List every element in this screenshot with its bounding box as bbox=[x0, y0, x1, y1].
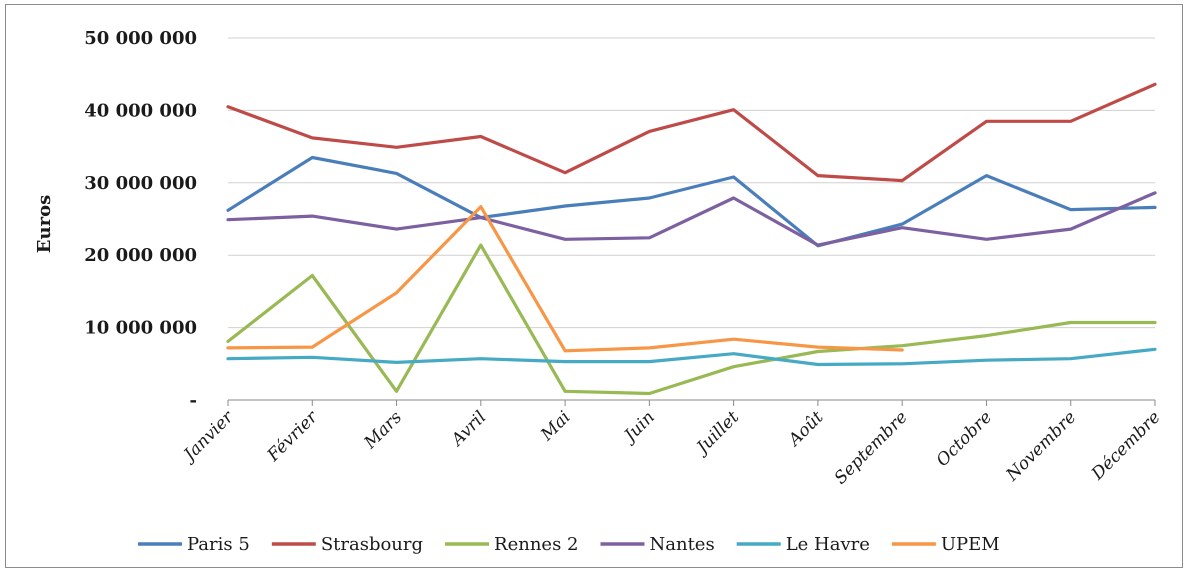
x-tick-label: Août bbox=[783, 407, 827, 451]
legend: Paris 5 Strasbourg Rennes 2 Nantes Le Havre U… bbox=[138, 534, 1000, 555]
x-tick-label: Février bbox=[263, 407, 323, 467]
series-line-nantes bbox=[226, 191, 1157, 247]
series-line-strasbourg bbox=[226, 82, 1157, 183]
gridlines bbox=[228, 37, 1155, 329]
legend-item: Le Havre bbox=[736, 534, 870, 555]
series-lines bbox=[226, 82, 1157, 396]
y-tick-label: 40 000 000 bbox=[84, 100, 197, 121]
x-tick-label: Juin bbox=[618, 407, 658, 447]
series-line-le-havre bbox=[226, 347, 1157, 367]
x-tick-label: Novembre bbox=[1002, 407, 1080, 485]
y-axis-ticks: - 10 000 000 20 000 000 30 000 000 40 000 00… bbox=[84, 28, 197, 411]
legend-item: Strasbourg bbox=[271, 534, 423, 555]
legend-label: Strasbourg bbox=[321, 534, 423, 555]
x-tick-label: Avril bbox=[446, 407, 490, 451]
y-axis-title: Euros bbox=[34, 195, 55, 253]
line-chart: - 10 000 000 20 000 000 30 000 000 40 000 00… bbox=[34, 28, 1165, 555]
legend-item: Rennes 2 bbox=[445, 534, 579, 555]
y-tick-label: 20 000 000 bbox=[84, 245, 197, 266]
legend-label: Le Havre bbox=[786, 534, 870, 555]
x-tick-label: Septembre bbox=[831, 407, 912, 488]
legend-item: Paris 5 bbox=[138, 534, 250, 555]
series-line-paris-5 bbox=[226, 155, 1157, 248]
x-axis-ticks: Janvier Février Mars Avril Mai Juin Juillet Aoû… bbox=[178, 400, 1165, 488]
y-tick-label: - bbox=[190, 390, 197, 411]
legend-label: Nantes bbox=[650, 534, 715, 555]
y-tick-label: 10 000 000 bbox=[84, 318, 197, 339]
legend-item: UPEM bbox=[891, 534, 1000, 555]
x-tick-label: Mai bbox=[536, 407, 574, 445]
x-tick-label: Octobre bbox=[933, 407, 996, 470]
legend-label: Rennes 2 bbox=[494, 534, 578, 555]
x-tick-label: Janvier bbox=[178, 407, 238, 467]
legend-label: Paris 5 bbox=[187, 534, 250, 555]
series-line-rennes-2 bbox=[226, 243, 1157, 396]
y-tick-label: 50 000 000 bbox=[84, 28, 197, 49]
x-tick-label: Mars bbox=[360, 407, 406, 453]
series-line-upem bbox=[226, 205, 904, 353]
chart-frame: - 10 000 000 20 000 000 30 000 000 40 000 00… bbox=[5, 4, 1183, 568]
legend-label: UPEM bbox=[941, 534, 1000, 555]
legend-item: Nantes bbox=[600, 534, 715, 555]
y-tick-label: 30 000 000 bbox=[84, 173, 197, 194]
x-tick-label: Juillet bbox=[691, 407, 743, 459]
x-tick-label: Décembre bbox=[1087, 407, 1164, 484]
